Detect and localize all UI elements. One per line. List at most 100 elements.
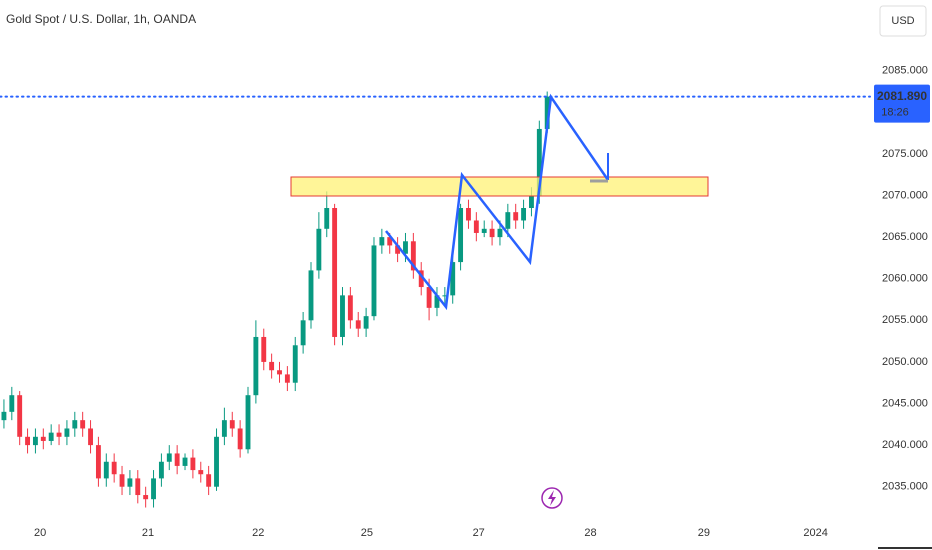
candle-body <box>497 228 503 238</box>
x-tick-label: 2024 <box>803 527 827 539</box>
x-tick-label: 22 <box>252 527 264 539</box>
candle-body <box>536 128 542 196</box>
candle-body <box>332 208 338 337</box>
candle-body <box>316 228 322 271</box>
candle-body <box>489 228 495 238</box>
candle-body <box>72 420 78 429</box>
candle-body <box>324 208 330 229</box>
candle-body <box>190 457 196 471</box>
candle-body <box>458 208 464 263</box>
candle-body <box>48 432 54 441</box>
candle-body <box>529 195 534 208</box>
candle-body <box>395 245 401 254</box>
candle-body <box>284 374 290 383</box>
candle-body <box>505 212 511 229</box>
y-tick-label: 2070.000 <box>882 189 928 201</box>
candle-body <box>300 320 306 346</box>
y-tick-label: 2065.000 <box>882 231 928 243</box>
last-price-label: 2081.890 <box>877 89 927 103</box>
candle-body <box>151 478 156 500</box>
candle-body <box>245 395 251 450</box>
candle-body <box>174 453 180 466</box>
supply-zone <box>290 176 709 197</box>
candle-body <box>17 395 23 437</box>
y-tick-label: 2075.000 <box>882 148 928 160</box>
candle-body <box>198 470 204 475</box>
candle-body <box>403 241 408 254</box>
y-tick-label: 2040.000 <box>882 439 928 451</box>
currency-button[interactable] <box>879 5 927 37</box>
last-price-box <box>874 84 930 123</box>
candle-body <box>481 228 487 233</box>
candle-body <box>473 220 479 233</box>
candle-body <box>466 208 471 221</box>
candle-body <box>355 320 361 329</box>
currency-label[interactable]: USD <box>891 15 914 27</box>
candle-body <box>119 474 125 487</box>
chart-title: Gold Spot / U.S. Dollar, 1h, OANDA <box>6 12 196 26</box>
x-tick-label: 25 <box>361 527 373 539</box>
candle-body <box>442 295 448 297</box>
candle-body <box>166 453 172 462</box>
candle-body <box>363 316 369 329</box>
candle-body <box>206 474 212 487</box>
candle-body <box>269 361 275 371</box>
candle-body <box>426 287 432 308</box>
candle-body <box>1 411 7 421</box>
countdown-label: 18:26 <box>881 107 909 119</box>
candle-body <box>450 262 456 296</box>
lightning <box>548 490 556 506</box>
candle-body <box>340 295 345 337</box>
candle-body <box>347 295 353 321</box>
x-tick-label: 27 <box>473 527 485 539</box>
candle-body <box>95 445 101 479</box>
candle-body <box>410 241 416 271</box>
candle-body <box>277 370 282 375</box>
candle-body <box>387 237 393 246</box>
x-tick-label: 21 <box>142 527 154 539</box>
x-tick-label: 29 <box>698 527 710 539</box>
candle-body <box>229 420 235 429</box>
y-tick-label: 2085.000 <box>882 65 928 77</box>
y-tick-label: 2050.000 <box>882 356 928 368</box>
candle-body <box>25 436 30 446</box>
candle-body <box>143 495 149 500</box>
y-tick-label: 2060.000 <box>882 273 928 285</box>
candle-body <box>308 270 314 321</box>
candle-body <box>88 428 93 446</box>
candle-body <box>379 237 385 246</box>
candle-body <box>103 461 109 479</box>
y-tick-label: 2055.000 <box>882 314 928 326</box>
y-tick-label: 2035.000 <box>882 481 928 493</box>
candle-body <box>418 270 424 288</box>
y-tick-label: 2045.000 <box>882 397 928 409</box>
candle-body <box>135 478 141 496</box>
candle-body <box>544 96 550 129</box>
candle-body <box>127 478 133 487</box>
candle-body <box>513 212 519 221</box>
candle-body <box>261 336 267 362</box>
candle-body <box>32 436 38 446</box>
candle-body <box>214 436 219 487</box>
candle-body <box>182 457 188 466</box>
candle-body <box>80 420 86 429</box>
zigzag-drawing <box>385 93 610 311</box>
candle-body <box>56 432 62 437</box>
candle-body <box>292 345 298 383</box>
candle-body <box>221 420 227 437</box>
candle-body <box>40 436 46 441</box>
candle-body <box>9 395 15 412</box>
candle-body <box>64 428 70 437</box>
candle-body <box>253 336 259 396</box>
x-tick-label: 28 <box>584 527 596 539</box>
x-tick-label: 20 <box>34 527 46 539</box>
candle-body <box>434 295 440 308</box>
candle-body <box>521 208 527 221</box>
candle-body <box>158 461 164 479</box>
candle-body <box>371 245 377 317</box>
candle-body <box>237 428 243 450</box>
candle-body <box>111 461 117 475</box>
